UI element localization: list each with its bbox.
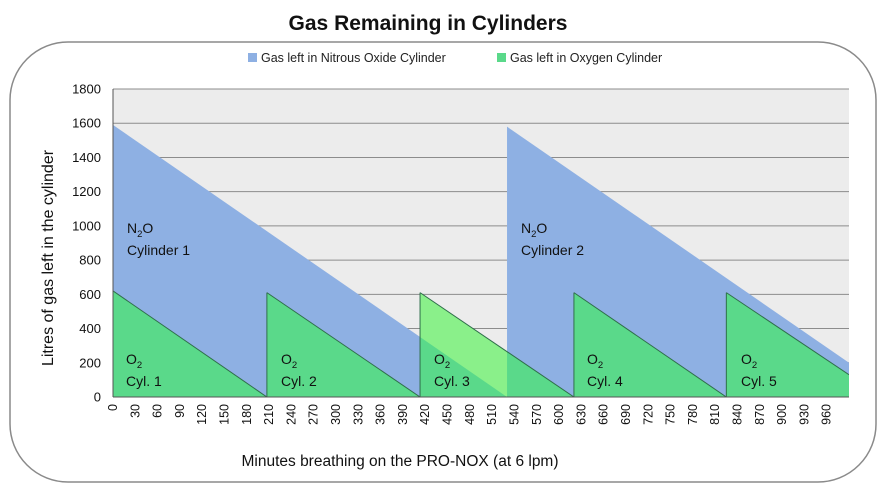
x-tick-label: 660 [597, 404, 611, 425]
svg-text:O2: O2 [126, 351, 142, 371]
x-tick-label: 510 [485, 404, 499, 425]
svg-text:O2: O2 [281, 351, 297, 371]
nitrous-cylinder-2-label: N2O Cylinder 2 [521, 220, 584, 258]
x-tick-labels: 0 30 60 90 120 150 180 210 240 270 300 330 360 390 420… [106, 404, 834, 425]
x-tick-label: 720 [641, 404, 655, 425]
x-tick-label: 780 [686, 404, 700, 425]
x-tick-label: 630 [574, 404, 588, 425]
axes [112, 89, 849, 398]
y-tick-label: 1400 [72, 150, 101, 165]
x-tick-label: 270 [307, 404, 321, 425]
svg-text:Cyl. 1: Cyl. 1 [126, 373, 162, 389]
svg-text:Cylinder 2: Cylinder 2 [521, 242, 584, 258]
oxygen-edge-3 [419, 292, 575, 397]
x-tick-label: 690 [619, 404, 633, 425]
x-tick-label: 120 [195, 404, 209, 425]
x-tick-label: 240 [284, 404, 298, 425]
y-tick-label: 1600 [72, 116, 101, 131]
x-tick-label: 840 [730, 404, 744, 425]
x-tick-label: 390 [396, 404, 410, 425]
oxygen-cylinder-4-label: O2 Cyl. 4 [587, 351, 623, 389]
x-tick-label: 300 [329, 404, 343, 425]
oxygen-cylinder-3-label: O2 Cyl. 3 [434, 351, 470, 389]
svg-text:O2: O2 [587, 351, 603, 371]
x-tick-label: 420 [418, 404, 432, 425]
svg-text:Cyl. 3: Cyl. 3 [434, 373, 470, 389]
svg-text:N2O: N2O [521, 220, 547, 240]
svg-text:Cyl. 4: Cyl. 4 [587, 373, 623, 389]
oxygen-edge-4 [573, 292, 727, 397]
y-tick-label: 200 [79, 355, 101, 370]
x-tick-label: 0 [106, 404, 120, 411]
legend: Gas left in Nitrous Oxide Cylinder Gas l… [248, 51, 662, 65]
svg-text:Cylinder 1: Cylinder 1 [127, 242, 190, 258]
x-tick-label: 480 [463, 404, 477, 425]
x-tick-label: 900 [775, 404, 789, 425]
x-tick-label: 360 [374, 404, 388, 425]
y-tick-label: 400 [79, 321, 101, 336]
oxygen-area-5 [726, 292, 849, 397]
svg-text:Cyl. 5: Cyl. 5 [741, 373, 777, 389]
y-tick-label: 600 [79, 287, 101, 302]
oxygen-cylinder-5-label: O2 Cyl. 5 [741, 351, 777, 389]
chart-title: Gas Remaining in Cylinders [289, 12, 568, 35]
x-tick-label: 90 [173, 404, 187, 418]
segment-labels: N2O Cylinder 1 N2O Cylinder 2 O2 Cyl. 1 O2 Cyl.… [126, 220, 777, 389]
x-tick-label: 210 [262, 404, 276, 425]
x-tick-label: 150 [218, 404, 232, 425]
svg-text:Cyl. 2: Cyl. 2 [281, 373, 317, 389]
y-tick-labels: 0 200 400 600 800 1000 1200 1400 1600 1800 [72, 82, 101, 405]
x-tick-label: 570 [530, 404, 544, 425]
legend-swatch-oxygen [497, 53, 506, 62]
x-tick-label: 810 [708, 404, 722, 425]
x-axis-title: Minutes breathing on the PRO-NOX (at 6 l… [241, 453, 558, 470]
y-axis-title: Litres of gas left in the cylinder [40, 149, 57, 366]
x-tick-label: 30 [128, 404, 142, 418]
x-tick-label: 600 [552, 404, 566, 425]
svg-text:O2: O2 [434, 351, 450, 371]
oxygen-edge-2 [266, 292, 421, 397]
y-tick-label: 800 [79, 253, 101, 268]
legend-label-nitrous: Gas left in Nitrous Oxide Cylinder [261, 51, 446, 65]
y-tick-label: 0 [94, 390, 101, 405]
x-tick-label: 930 [797, 404, 811, 425]
x-tick-label: 540 [507, 404, 521, 425]
svg-text:N2O: N2O [127, 220, 153, 240]
nitrous-cylinder-1-label: N2O Cylinder 1 [127, 220, 190, 258]
y-tick-label: 1800 [72, 82, 101, 97]
legend-swatch-nitrous [248, 53, 257, 62]
legend-label-oxygen: Gas left in Oxygen Cylinder [510, 51, 662, 65]
data-areas [113, 124, 849, 397]
svg-text:O2: O2 [741, 351, 757, 371]
x-tick-label: 330 [351, 404, 365, 425]
oxygen-edge-5 [726, 292, 849, 376]
oxygen-cylinder-1-label: O2 Cyl. 1 [126, 351, 162, 389]
overlap-area [420, 292, 508, 397]
x-tick-label: 180 [240, 404, 254, 425]
oxygen-cylinder-2-label: O2 Cyl. 2 [281, 351, 317, 389]
y-tick-label: 1200 [72, 184, 101, 199]
x-tick-label: 450 [441, 404, 455, 425]
nitrous-area-1 [113, 124, 508, 397]
oxygen-edge-1 [113, 290, 268, 397]
y-tick-label: 1000 [72, 218, 101, 233]
x-tick-label: 870 [753, 404, 767, 425]
x-tick-label: 750 [664, 404, 678, 425]
x-tick-label: 960 [820, 404, 834, 425]
x-tick-label: 60 [151, 404, 165, 418]
